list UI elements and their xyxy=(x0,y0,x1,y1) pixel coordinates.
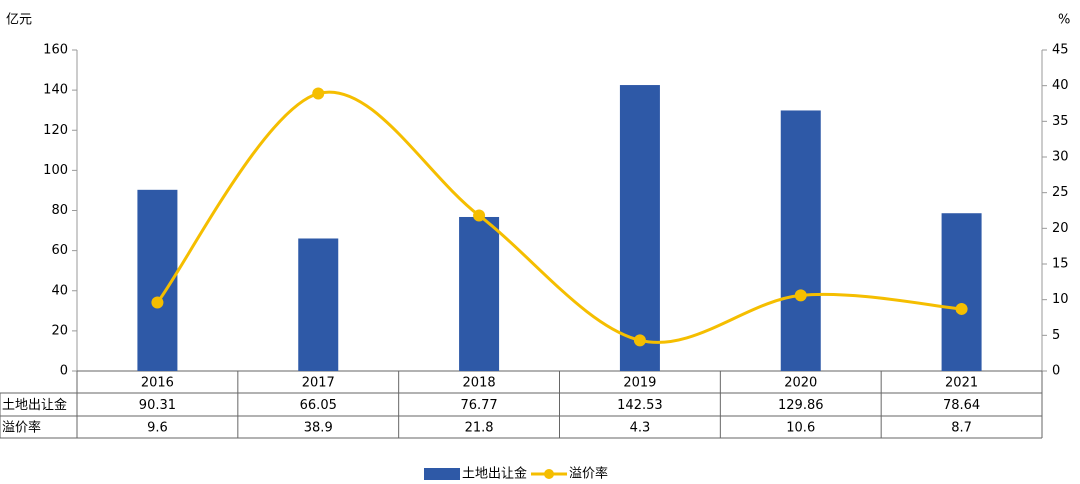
bar xyxy=(459,216,500,371)
y2-tick-label: 15 xyxy=(1052,257,1069,272)
table-cell: 90.31 xyxy=(139,398,176,413)
legend-label: 土地出让金 xyxy=(462,466,527,482)
y2-tick-label: 25 xyxy=(1052,185,1069,200)
line-marker xyxy=(151,296,164,309)
line-marker xyxy=(473,209,486,222)
bar xyxy=(298,238,339,371)
x-tick-label: 2020 xyxy=(784,376,817,391)
legend-swatch xyxy=(544,469,555,479)
bar xyxy=(619,85,660,371)
table-cell: 4.3 xyxy=(630,421,651,436)
y-tick-label: 40 xyxy=(51,283,68,298)
x-tick-label: 2016 xyxy=(141,376,174,391)
y2-tick-label: 5 xyxy=(1052,328,1060,343)
y2-tick-label: 10 xyxy=(1052,292,1069,307)
y-tick-label: 140 xyxy=(43,83,68,98)
y-tick-label: 160 xyxy=(43,43,68,58)
y2-tick-label: 45 xyxy=(1052,43,1069,58)
y-tick-label: 20 xyxy=(51,323,68,338)
legend-label: 溢价率 xyxy=(569,466,608,482)
table-cell: 78.64 xyxy=(943,398,980,413)
table-row-label: 土地出让金 xyxy=(2,397,67,413)
table-cell: 129.86 xyxy=(778,398,824,413)
y2-tick-label: 0 xyxy=(1052,364,1060,379)
table-cell: 8.7 xyxy=(951,421,972,436)
table-cell: 10.6 xyxy=(786,421,815,436)
line-marker xyxy=(794,289,807,302)
table-cell: 21.8 xyxy=(465,421,494,436)
x-tick-label: 2017 xyxy=(302,376,335,391)
line-marker xyxy=(955,302,968,315)
table-cell: 142.53 xyxy=(617,398,663,413)
y-tick-label: 80 xyxy=(51,203,68,218)
bar xyxy=(941,213,982,371)
line-marker xyxy=(312,87,325,100)
y-tick-label: 0 xyxy=(60,364,68,379)
y2-tick-label: 30 xyxy=(1052,150,1069,165)
table-cell: 66.05 xyxy=(300,398,337,413)
table-cell: 76.77 xyxy=(460,398,497,413)
x-tick-label: 2018 xyxy=(463,376,496,391)
table-row-label: 溢价率 xyxy=(2,420,41,436)
x-tick-label: 2021 xyxy=(945,376,978,391)
bar xyxy=(780,110,821,371)
y2-tick-label: 20 xyxy=(1052,221,1069,236)
legend-swatch xyxy=(424,468,460,480)
line xyxy=(156,90,962,344)
y2-tick-label: 40 xyxy=(1052,78,1069,93)
table-cell: 38.9 xyxy=(304,421,333,436)
table-cell: 9.6 xyxy=(147,421,168,436)
y-tick-label: 100 xyxy=(43,163,68,178)
y-tick-label: 60 xyxy=(51,243,68,258)
y2-axis-label: % xyxy=(1058,13,1070,28)
y2-tick-label: 35 xyxy=(1052,114,1069,129)
y-tick-label: 120 xyxy=(43,123,68,138)
x-tick-label: 2019 xyxy=(623,376,656,391)
line-marker xyxy=(633,334,646,347)
y-axis-label: 亿元 xyxy=(6,13,32,28)
